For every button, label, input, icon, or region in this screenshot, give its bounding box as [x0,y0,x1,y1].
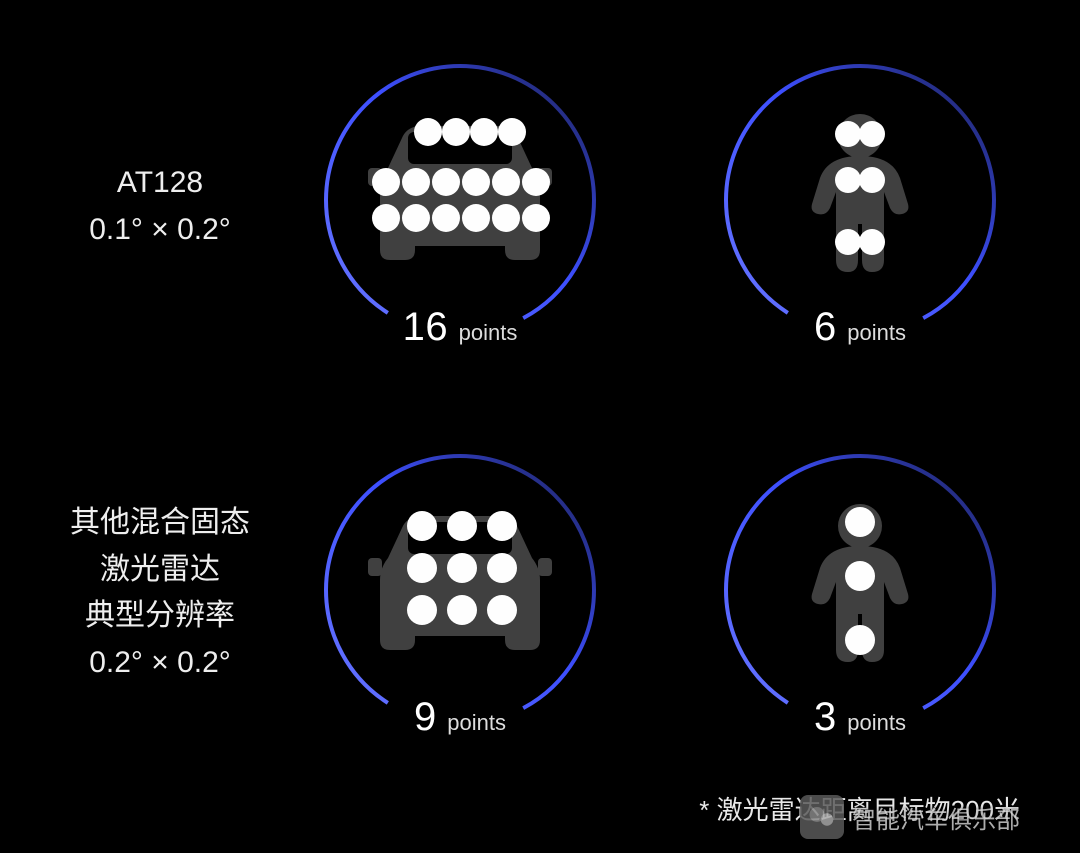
watermark: 智能汽车俱乐部 [800,795,1020,839]
row2-person-caption: 3 points [814,695,906,740]
row2-car-unit: points [447,710,506,735]
row1-person-svg [720,60,1000,340]
row2-car-svg [320,450,600,730]
row2-car-points [407,511,517,625]
row2-person-unit: points [847,710,906,735]
row1-label-line2: 0.1° × 0.2° [40,207,280,254]
watermark-text: 智能汽车俱乐部 [852,800,1020,835]
wechat-icon [800,795,844,839]
row2-car-count: 9 [414,695,437,739]
row2-label-line2: 激光雷达 [40,547,280,594]
row2-person-points [845,507,875,655]
row1-car-unit: points [459,320,518,345]
row1-person-count: 6 [814,305,837,349]
row2-label-line4: 0.2° × 0.2° [40,640,280,687]
row2-label-line3: 典型分辨率 [40,593,280,640]
row2-person-count: 3 [814,695,837,739]
row1-label-line1: AT128 [40,160,280,207]
row1-car-svg [320,60,600,340]
row2-car-caption: 9 points [414,695,506,740]
row1-person-unit: points [847,320,906,345]
row2-label-line1: 其他混合固态 [40,500,280,547]
row1-person-circle: 6 points [720,60,1000,340]
row1-car-caption: 16 points [403,305,518,350]
row1-person-caption: 6 points [814,305,906,350]
row2-person-svg [720,450,1000,730]
row1-car-count: 16 [403,305,449,349]
row2-car-circle: 9 points [320,450,600,730]
row1-car-circle: 16 points [320,60,600,340]
row2-person-circle: 3 points [720,450,1000,730]
row1-label: AT128 0.1° × 0.2° [40,160,280,253]
row2-label: 其他混合固态 激光雷达 典型分辨率 0.2° × 0.2° [40,500,280,686]
